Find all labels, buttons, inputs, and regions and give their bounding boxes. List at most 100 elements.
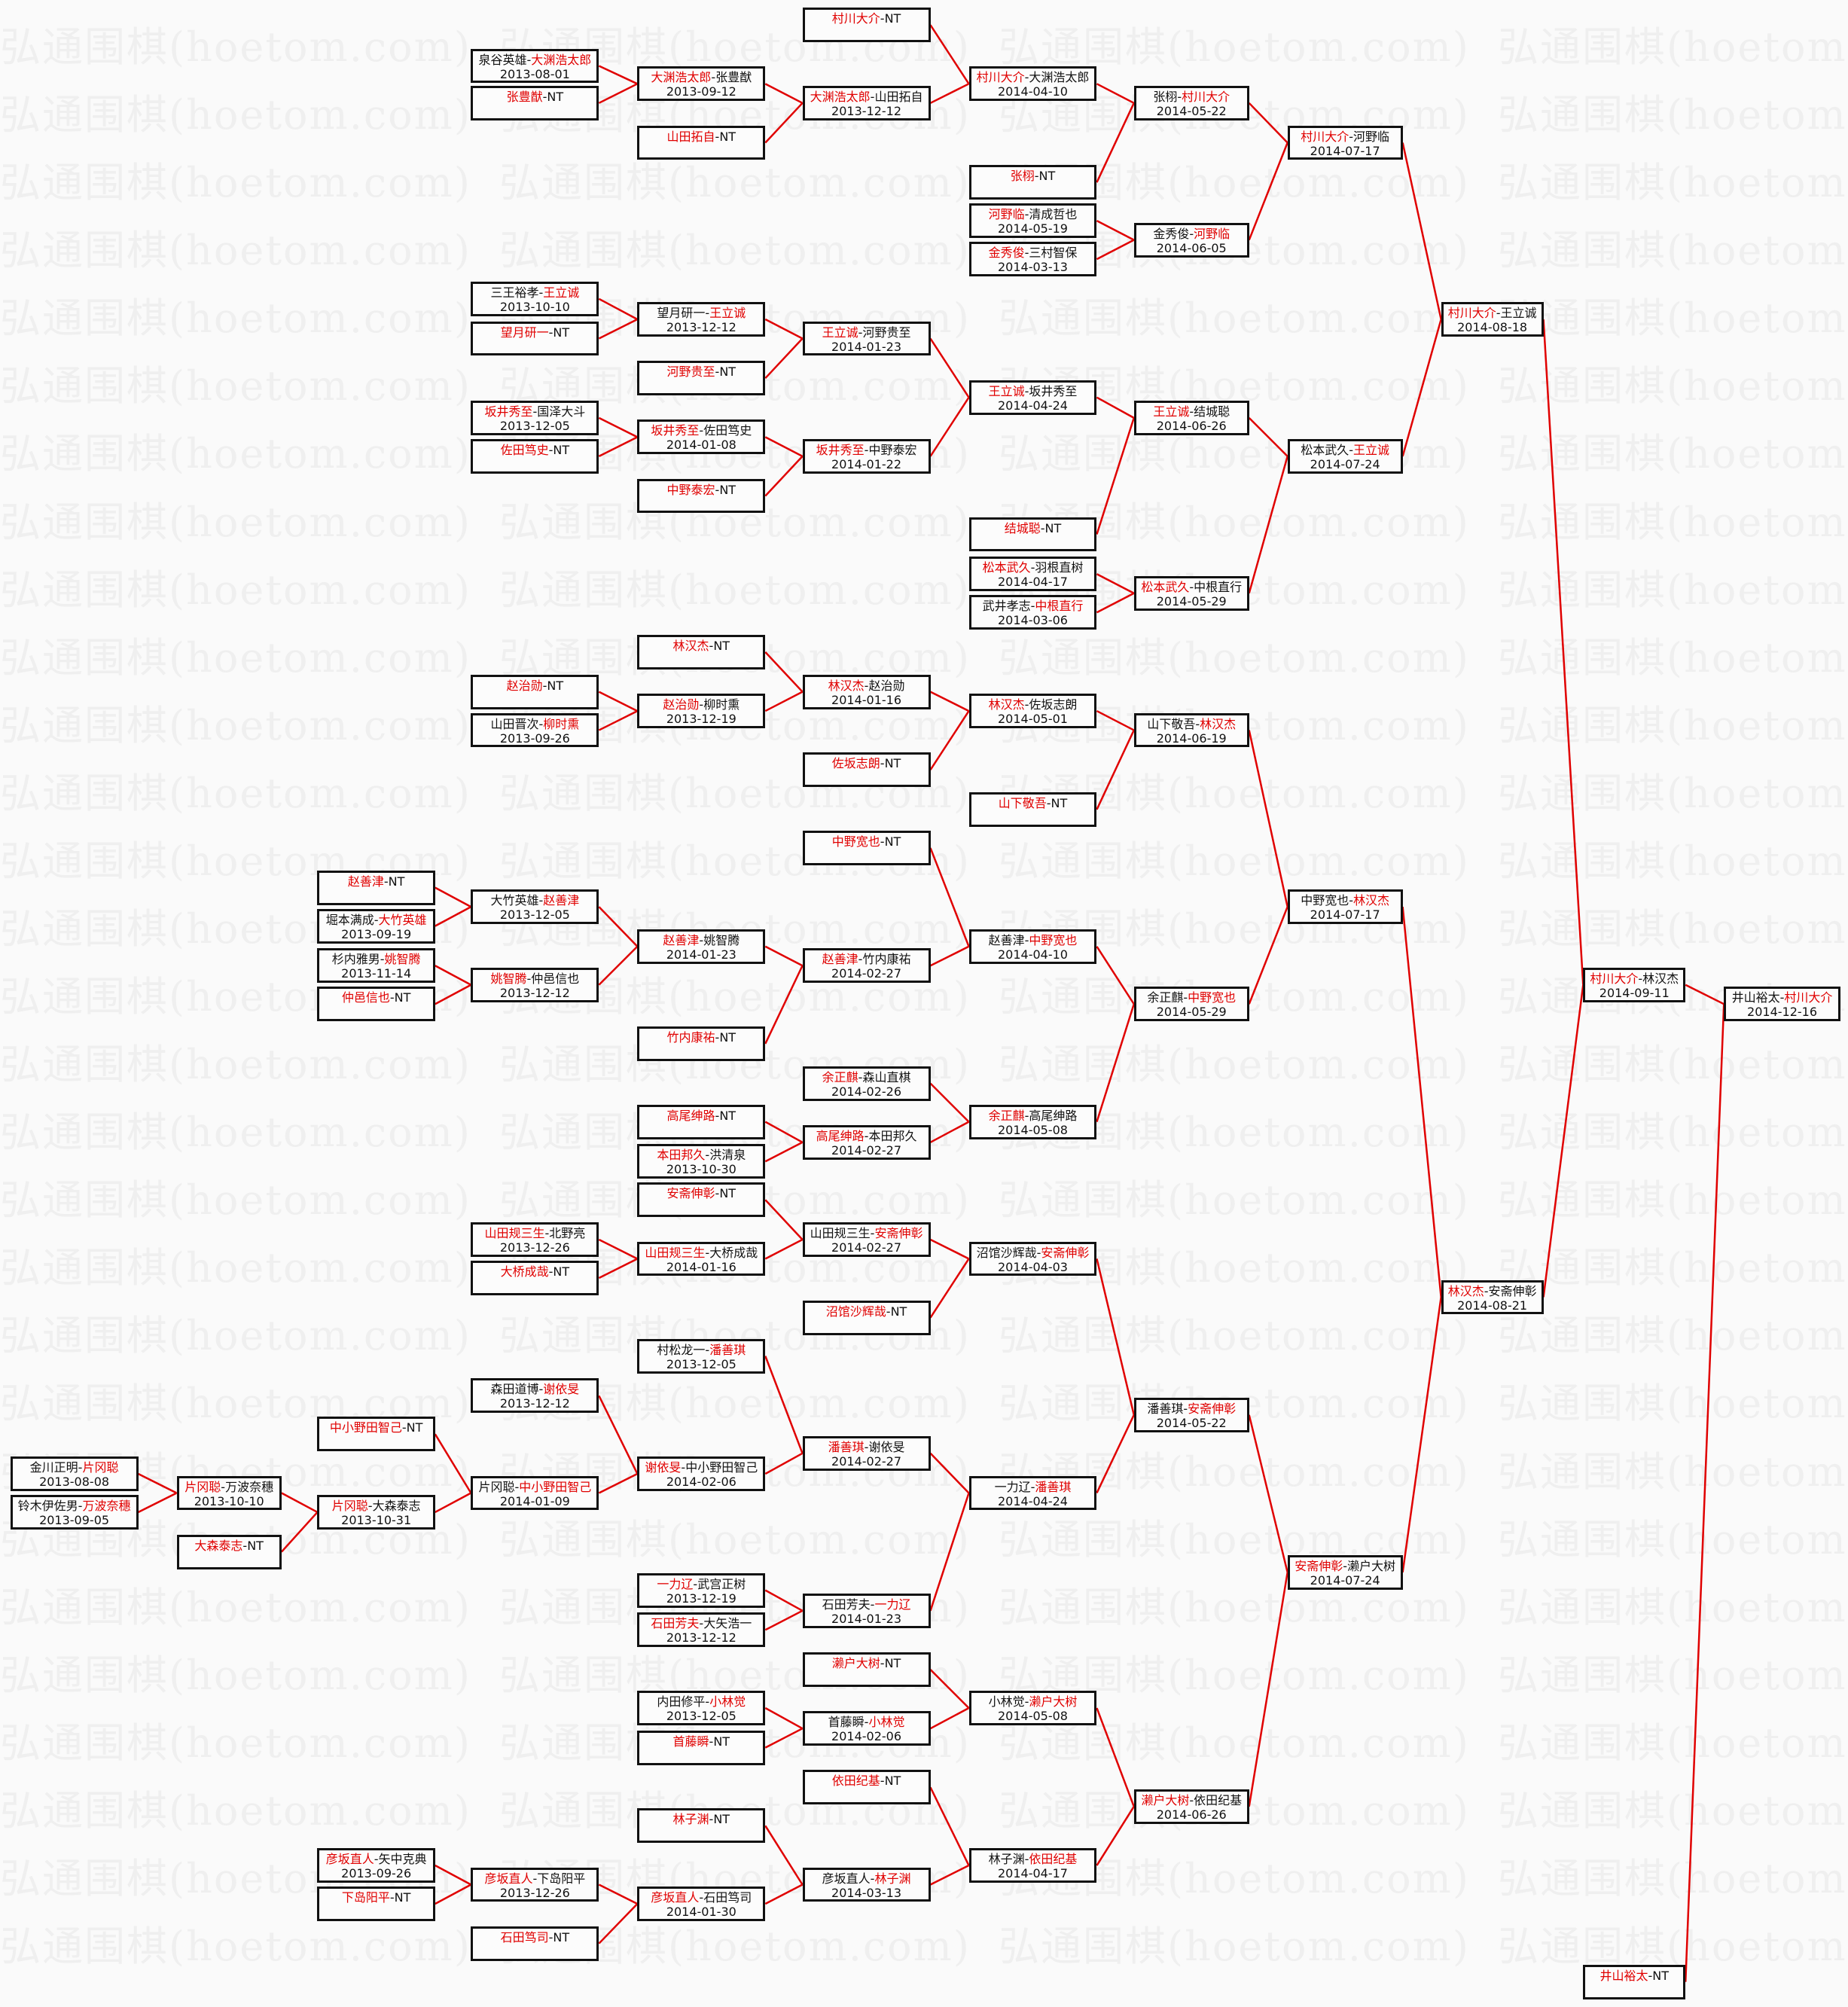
match-box[interactable]: 山田规三生-北野亮 2013-12-26 <box>471 1222 599 1257</box>
match-box[interactable]: 结城聪-NT <box>968 517 1097 552</box>
match-box[interactable]: 中野宽也-NT <box>802 830 931 865</box>
match-box[interactable]: 坂井秀至-佐田笃史 2014-01-08 <box>637 419 766 455</box>
match-box[interactable]: 王立诚-结城聪 2014-06-26 <box>1133 400 1249 435</box>
match-box[interactable]: 一力辽-武宫正树 2013-12-19 <box>637 1572 766 1608</box>
match-box[interactable]: 山田晋次-柳时熏 2013-09-26 <box>471 712 599 748</box>
match-box[interactable]: 余正麒-高尾绅路 2014-05-08 <box>968 1104 1097 1139</box>
match-box[interactable]: 泉谷英雄-大渊浩太郎 2013-08-01 <box>471 48 599 84</box>
match-box[interactable]: 金秀俊-三村智保 2014-03-13 <box>968 242 1097 277</box>
match-box[interactable]: 下岛阳平-NT <box>317 1887 435 1921</box>
match-box[interactable]: 山下敬吾-NT <box>968 792 1097 827</box>
match-box[interactable]: 井山裕太-村川大介 2014-12-16 <box>1724 987 1840 1022</box>
match-box[interactable]: 林汉杰-赵治勋 2014-01-16 <box>802 674 931 709</box>
match-box[interactable]: 武井孝志-中根直行 2014-03-06 <box>968 595 1097 630</box>
match-box[interactable]: 杉内雅男-姚智腾 2013-11-14 <box>317 948 435 984</box>
match-box[interactable]: 内田修平-小林觉 2013-12-05 <box>637 1691 766 1725</box>
match-box[interactable]: 赵治勋-NT <box>471 674 599 709</box>
match-box[interactable]: 村川大介-河野临 2014-07-17 <box>1287 125 1403 160</box>
match-box[interactable]: 彦坂直人-矢中克典 2013-09-26 <box>317 1848 435 1883</box>
match-box[interactable]: 张栩-村川大介 2014-05-22 <box>1133 85 1249 120</box>
match-box[interactable]: 张豊猷-NT <box>471 85 599 120</box>
match-box[interactable]: 大森泰志-NT <box>176 1534 282 1569</box>
match-box[interactable]: 大竹英雄-赵善津 2013-12-05 <box>471 889 599 925</box>
match-box[interactable]: 林子渊-依田纪基 2014-04-17 <box>968 1848 1097 1883</box>
match-box[interactable]: 彦坂直人-林子渊 2014-03-13 <box>802 1867 931 1902</box>
match-box[interactable]: 林汉杰-佐坂志朗 2014-05-01 <box>968 694 1097 728</box>
match-box[interactable]: 赵善津-竹内康祐 2014-02-27 <box>802 948 931 984</box>
match-box[interactable]: 首藤瞬-小林觉 2014-02-06 <box>802 1711 931 1746</box>
match-box[interactable]: 余正麒-森山直棋 2014-02-26 <box>802 1066 931 1101</box>
match-box[interactable]: 森田道博-谢依旻 2013-12-12 <box>471 1378 599 1414</box>
match-box[interactable]: 松本武久-王立诚 2014-07-24 <box>1287 438 1403 474</box>
match-box[interactable]: 赵善津-姚智腾 2014-01-23 <box>637 929 766 964</box>
match-box[interactable]: 片冈聪-大森泰志 2013-10-31 <box>317 1495 435 1530</box>
match-box[interactable]: 河野贵至-NT <box>637 361 766 396</box>
match-box[interactable]: 彦坂直人-下岛阳平 2013-12-26 <box>471 1867 599 1902</box>
match-box[interactable]: 片冈聪-中小野田智己 2014-01-09 <box>471 1475 599 1511</box>
match-box[interactable]: 安斋伸彰-濑户大树 2014-07-24 <box>1287 1554 1403 1590</box>
match-box[interactable]: 大桥成哉-NT <box>471 1261 599 1295</box>
match-box[interactable]: 竹内康祐-NT <box>637 1026 766 1061</box>
match-box[interactable]: 坂井秀至-中野泰宏 2014-01-22 <box>802 438 931 474</box>
match-box[interactable]: 片冈聪-万波奈穗 2013-10-10 <box>176 1475 282 1511</box>
match-box[interactable]: 依田纪基-NT <box>802 1770 931 1805</box>
match-box[interactable]: 中小野田智己-NT <box>317 1417 435 1452</box>
match-box[interactable]: 余正麒-中野宽也 2014-05-29 <box>1133 987 1249 1022</box>
match-box[interactable]: 河野临-清成哲也 2014-05-19 <box>968 203 1097 239</box>
match-box[interactable]: 中野宽也-林汉杰 2014-07-17 <box>1287 889 1403 925</box>
match-box[interactable]: 井山裕太-NT <box>1583 1964 1686 1999</box>
match-box[interactable]: 一力辽-潘善琪 2014-04-24 <box>968 1475 1097 1511</box>
match-box[interactable]: 濑户大树-NT <box>802 1652 931 1687</box>
match-box[interactable]: 张栩-NT <box>968 165 1097 200</box>
match-box[interactable]: 林汉杰-NT <box>637 634 766 670</box>
match-box[interactable]: 沼馆沙辉哉-安斋伸彰 2014-04-03 <box>968 1241 1097 1276</box>
match-box[interactable]: 姚智腾-仲邑信也 2013-12-12 <box>471 967 599 1002</box>
match-box[interactable]: 安斋伸彰-NT <box>637 1182 766 1218</box>
match-box[interactable]: 望月研一-NT <box>471 321 599 356</box>
match-box[interactable]: 王立诚-坂井秀至 2014-04-24 <box>968 380 1097 415</box>
match-box[interactable]: 佐坂志朗-NT <box>802 752 931 788</box>
match-box[interactable]: 沼馆沙辉哉-NT <box>802 1300 931 1335</box>
match-box[interactable]: 村川大介-林汉杰 2014-09-11 <box>1583 967 1686 1002</box>
match-box[interactable]: 濑户大树-依田纪基 2014-06-26 <box>1133 1789 1249 1824</box>
match-box[interactable]: 仲邑信也-NT <box>317 987 435 1022</box>
match-box[interactable]: 村川大介-NT <box>802 8 931 43</box>
match-box[interactable]: 中野泰宏-NT <box>637 478 766 514</box>
match-box[interactable]: 村川大介-大渊浩太郎 2014-04-10 <box>968 66 1097 102</box>
match-box[interactable]: 林子渊-NT <box>637 1808 766 1844</box>
match-box[interactable]: 潘善琪-安斋伸彰 2014-05-22 <box>1133 1397 1249 1432</box>
match-box[interactable]: 赵治勋-柳时熏 2013-12-19 <box>637 694 766 728</box>
match-box[interactable]: 王立诚-河野贵至 2014-01-23 <box>802 321 931 356</box>
match-box[interactable]: 谢依旻-中小野田智己 2014-02-06 <box>637 1456 766 1491</box>
match-box[interactable]: 高尾绅路-本田邦久 2014-02-27 <box>802 1124 931 1160</box>
match-box[interactable]: 山田规三生-大桥成哉 2014-01-16 <box>637 1241 766 1276</box>
match-box[interactable]: 彦坂直人-石田笃司 2014-01-30 <box>637 1887 766 1921</box>
match-box[interactable]: 金川正明-片冈聪 2013-08-08 <box>10 1456 139 1491</box>
match-box[interactable]: 本田邦久-洪清泉 2013-10-30 <box>637 1144 766 1179</box>
match-box[interactable]: 赵善津-NT <box>317 870 435 905</box>
match-box[interactable]: 村松龙一-潘善琪 2013-12-05 <box>637 1338 766 1374</box>
match-box[interactable]: 大渊浩太郎-张豊猷 2013-09-12 <box>637 66 766 102</box>
match-box[interactable]: 石田芳夫-一力辽 2014-01-23 <box>802 1593 931 1628</box>
match-box[interactable]: 赵善津-中野宽也 2014-04-10 <box>968 929 1097 964</box>
match-box[interactable]: 林汉杰-安斋伸彰 2014-08-21 <box>1441 1280 1544 1315</box>
match-box[interactable]: 山田规三生-安斋伸彰 2014-02-27 <box>802 1222 931 1257</box>
match-box[interactable]: 松本武久-中根直行 2014-05-29 <box>1133 575 1249 611</box>
match-box[interactable]: 首藤瞬-NT <box>637 1730 766 1765</box>
match-box[interactable]: 潘善琪-谢依旻 2014-02-27 <box>802 1435 931 1471</box>
match-box[interactable]: 金秀俊-河野临 2014-06-05 <box>1133 222 1249 258</box>
match-box[interactable]: 三王裕孝-王立诚 2013-10-10 <box>471 281 599 316</box>
match-box[interactable]: 望月研一-王立诚 2013-12-12 <box>637 302 766 337</box>
match-box[interactable]: 石田笃司-NT <box>471 1926 599 1961</box>
match-box[interactable]: 大渊浩太郎-山田拓自 2013-12-12 <box>802 85 931 120</box>
match-box[interactable]: 佐田笃史-NT <box>471 438 599 474</box>
match-box[interactable]: 小林觉-濑户大树 2014-05-08 <box>968 1691 1097 1725</box>
match-box[interactable]: 村川大介-王立诚 2014-08-18 <box>1441 302 1544 337</box>
match-box[interactable]: 山田拓自-NT <box>637 125 766 160</box>
match-box[interactable]: 石田芳夫-大矢浩一 2013-12-12 <box>637 1612 766 1648</box>
match-box[interactable]: 山下敬吾-林汉杰 2014-06-19 <box>1133 712 1249 748</box>
match-box[interactable]: 松本武久-羽根直树 2014-04-17 <box>968 557 1097 592</box>
match-box[interactable]: 坂井秀至-国泽大斗 2013-12-05 <box>471 400 599 435</box>
match-box[interactable]: 堀本满成-大竹英雄 2013-09-19 <box>317 908 435 944</box>
match-box[interactable]: 高尾绅路-NT <box>637 1104 766 1139</box>
